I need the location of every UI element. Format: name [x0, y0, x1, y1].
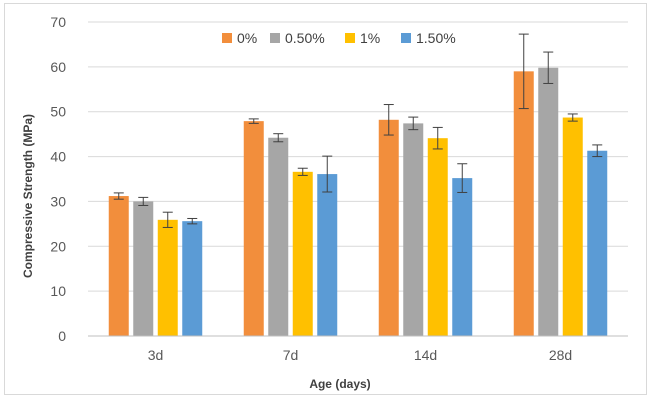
y-axis-title: Compressive Strength (MPa)	[21, 114, 35, 278]
legend-swatch	[401, 33, 411, 43]
y-tick-label: 30	[50, 193, 66, 209]
bar	[292, 171, 313, 336]
error-bars	[113, 33, 603, 228]
y-tick-label: 70	[50, 14, 66, 30]
y-tick-label: 60	[50, 59, 66, 75]
bar	[452, 178, 473, 336]
y-tick-label: 50	[50, 104, 66, 120]
bar	[513, 71, 534, 336]
y-tick-label: 0	[58, 328, 66, 344]
legend-label: 1%	[360, 30, 380, 46]
bar	[562, 117, 583, 336]
y-axis-ticks: 0 10 20 30 40 50 60 70	[50, 14, 66, 344]
x-tick-label: 7d	[283, 347, 299, 363]
bar	[157, 219, 178, 336]
legend-label: 0.50%	[285, 30, 325, 46]
y-tick-label: 10	[50, 283, 66, 299]
bar	[403, 123, 424, 337]
legend-swatch	[270, 33, 280, 43]
bar	[133, 201, 154, 336]
bar	[317, 174, 338, 336]
legend-swatch	[222, 33, 232, 43]
x-tick-label: 28d	[549, 347, 572, 363]
y-tick-label: 20	[50, 238, 66, 254]
bar	[182, 221, 203, 336]
bar	[108, 196, 129, 336]
x-axis-title: Age (days)	[309, 377, 370, 391]
legend-label: 1.50%	[416, 30, 456, 46]
bar	[427, 138, 448, 336]
bars	[108, 67, 608, 337]
bar	[378, 119, 399, 336]
bar	[268, 137, 289, 336]
bar	[538, 67, 559, 337]
legend-swatch	[345, 33, 355, 43]
legend-label: 0%	[237, 30, 257, 46]
gridlines	[88, 21, 628, 292]
x-axis-ticks: 3d 7d 14d 28d	[148, 347, 572, 363]
y-tick-label: 40	[50, 149, 66, 165]
x-tick-label: 3d	[148, 347, 164, 363]
legend: 0% 0.50% 1% 1.50%	[222, 30, 456, 46]
bar	[243, 121, 264, 337]
chart-frame	[4, 3, 647, 395]
x-tick-label: 14d	[414, 347, 437, 363]
bar	[587, 150, 608, 336]
